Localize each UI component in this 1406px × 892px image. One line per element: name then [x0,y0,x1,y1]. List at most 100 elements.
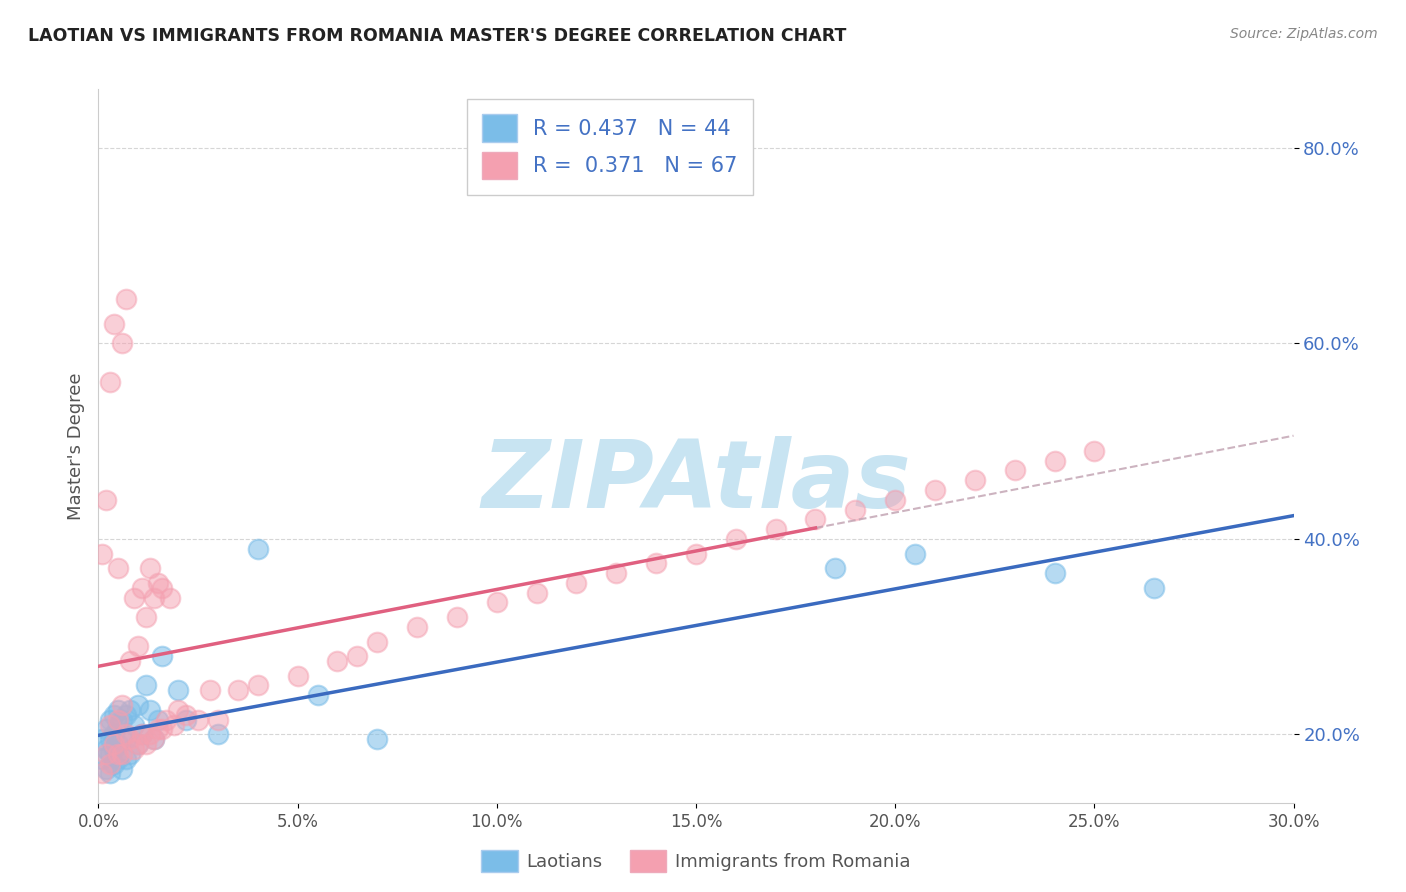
Point [246,678,269,692]
Point [103,737,125,751]
Legend: Laotians, Immigrants from Romania: Laotians, Immigrants from Romania [474,843,918,880]
Point [98,756,122,771]
Point [804,512,827,526]
Point [187,713,209,727]
Point [127,737,149,751]
Point [526,585,548,599]
Point [605,566,627,580]
Point [107,737,129,751]
Point [366,732,388,747]
Point [98,376,122,390]
Point [96,723,118,737]
Point [111,698,134,712]
Point [107,747,129,761]
Point [127,737,149,751]
Point [139,561,162,575]
Point [1143,581,1166,595]
Point [143,732,166,747]
Point [765,522,787,536]
Point [107,703,129,717]
Point [103,742,125,756]
Point [167,703,190,717]
Point [98,717,122,731]
Point [226,683,249,698]
Point [326,654,349,668]
Point [103,317,125,331]
Point [115,707,138,722]
Point [115,732,138,747]
Point [685,547,707,561]
Point [645,557,668,571]
Point [904,547,927,561]
Point [844,502,866,516]
Point [198,683,221,698]
Point [159,591,181,605]
Point [366,634,388,648]
Point [111,336,134,351]
Point [127,698,149,712]
Point [150,649,173,664]
Point [91,732,114,747]
Point [91,752,114,766]
Point [167,683,190,698]
Point [107,561,129,575]
Point [120,703,142,717]
Point [124,717,146,731]
Point [148,723,170,737]
Point [131,727,153,741]
Point [150,581,173,595]
Point [98,747,122,761]
Point [565,575,588,590]
Point [107,713,129,727]
Point [1083,443,1105,458]
Point [115,752,138,766]
Point [115,727,138,741]
Point [135,737,157,751]
Point [96,747,118,761]
Point [148,575,170,590]
Point [96,762,118,776]
Point [91,766,114,780]
Point [446,610,468,624]
Point [346,649,368,664]
Point [98,713,122,727]
Y-axis label: Master's Degree: Master's Degree [66,372,84,520]
Point [207,727,229,741]
Point [98,766,122,780]
Point [91,547,114,561]
Point [307,688,329,702]
Point [143,732,166,747]
Point [207,713,229,727]
Text: ZIPAtlas: ZIPAtlas [481,435,911,528]
Point [115,293,138,307]
Point [150,723,173,737]
Point [135,610,157,624]
Point [131,581,153,595]
Point [174,707,197,722]
Point [963,473,986,487]
Point [103,727,125,741]
Point [96,492,118,507]
Point [103,707,125,722]
Point [120,654,142,668]
Point [96,742,118,756]
Point [139,727,162,741]
Point [111,713,134,727]
Point [174,713,197,727]
Point [924,483,946,497]
Point [103,756,125,771]
Point [163,717,186,731]
Point [143,591,166,605]
Point [155,713,177,727]
Point [1043,566,1066,580]
Point [135,678,157,692]
Point [127,640,149,654]
Point [724,532,747,546]
Point [111,747,134,761]
Point [884,492,907,507]
Point [1004,463,1026,477]
Text: Source: ZipAtlas.com: Source: ZipAtlas.com [1230,27,1378,41]
Point [148,713,170,727]
Point [131,727,153,741]
Point [124,591,146,605]
